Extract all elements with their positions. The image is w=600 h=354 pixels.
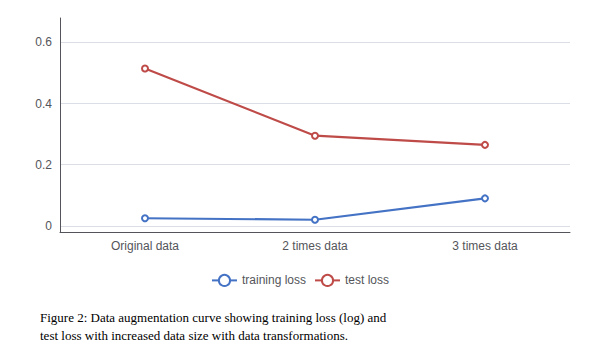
svg-text:3 times data: 3 times data [452, 239, 518, 253]
svg-text:0.2: 0.2 [35, 158, 52, 172]
svg-text:Original data: Original data [111, 239, 179, 253]
svg-text:test loss: test loss [345, 273, 389, 287]
svg-text:test loss with increased data: test loss with increased data size with … [40, 328, 348, 343]
svg-text:2 times data: 2 times data [282, 239, 348, 253]
svg-text:0: 0 [45, 219, 52, 233]
svg-text:0.4: 0.4 [35, 97, 52, 111]
svg-text:Figure 2: Data augmentation cu: Figure 2: Data augmentation curve showin… [40, 310, 387, 325]
svg-text:0.6: 0.6 [35, 35, 52, 49]
svg-text:training loss: training loss [242, 273, 306, 287]
